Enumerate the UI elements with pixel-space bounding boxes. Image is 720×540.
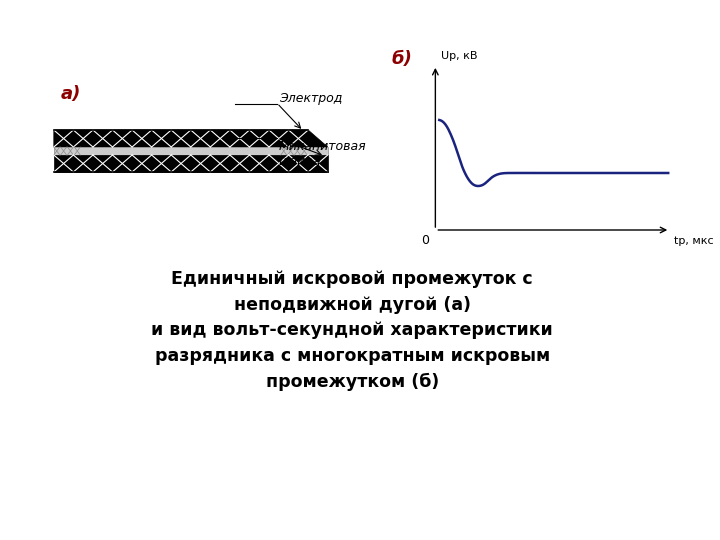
Text: Up, кВ: Up, кВ — [441, 51, 478, 61]
Text: tp, мкс: tp, мкс — [674, 236, 714, 246]
Text: а): а) — [60, 85, 81, 103]
Text: Электрод: Электрод — [279, 92, 342, 105]
Text: Единичный искровой промежуток с
неподвижной дугой (а)
и вид вольт-секундной хара: Единичный искровой промежуток с неподвиж… — [151, 270, 553, 391]
Polygon shape — [54, 155, 328, 172]
Text: 0: 0 — [421, 234, 430, 247]
Text: б): б) — [392, 50, 413, 68]
Polygon shape — [54, 130, 328, 147]
Polygon shape — [54, 147, 328, 155]
Text: Миканитовая
шайба: Миканитовая шайба — [279, 140, 366, 168]
